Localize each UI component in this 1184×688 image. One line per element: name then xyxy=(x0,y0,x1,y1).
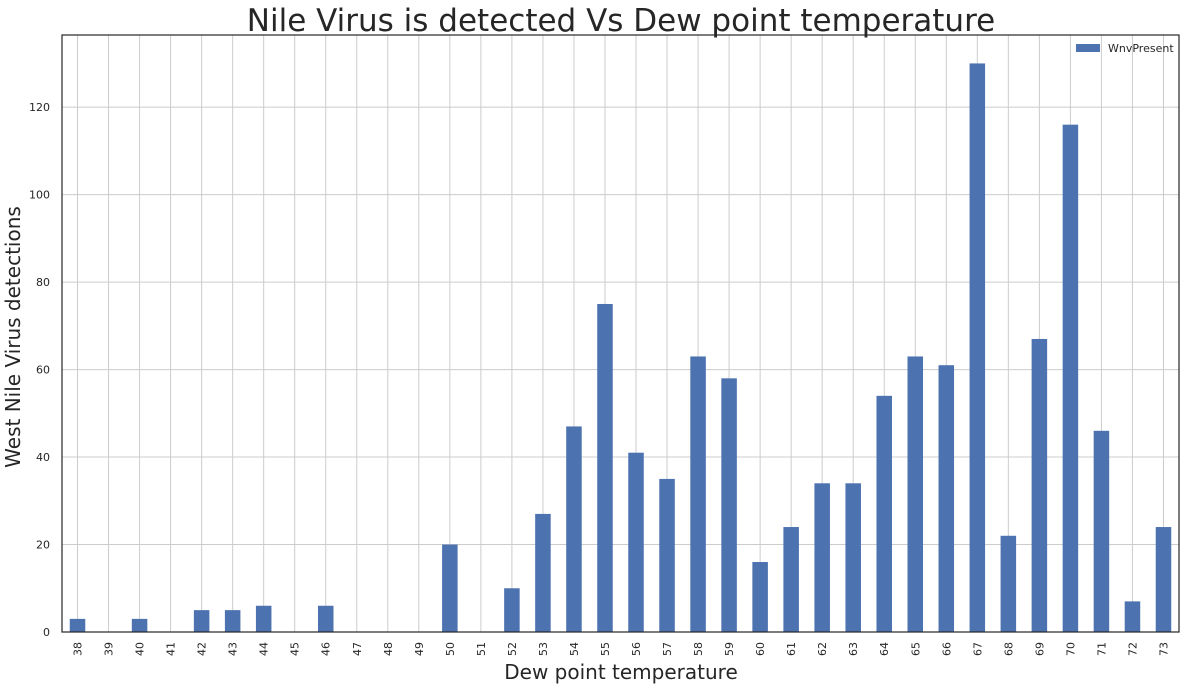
bar-71 xyxy=(1093,430,1110,632)
bar-43 xyxy=(224,610,241,632)
bar-40 xyxy=(131,618,148,632)
x-tick-label: 48 xyxy=(382,642,395,656)
bar-46 xyxy=(317,605,334,632)
bar-64 xyxy=(876,395,892,632)
x-tick-label: 57 xyxy=(661,642,674,656)
x-tick-label: 61 xyxy=(785,642,798,656)
bar-54 xyxy=(566,426,582,632)
x-tick-label: 45 xyxy=(289,642,302,656)
x-tick-label: 41 xyxy=(165,642,178,656)
x-tick-label: 59 xyxy=(723,642,736,656)
x-tick-label: 52 xyxy=(506,642,519,656)
x-tick-label: 54 xyxy=(568,642,581,656)
x-tick-label: 69 xyxy=(1033,642,1046,656)
bar-42 xyxy=(193,610,210,632)
bar-57 xyxy=(659,478,675,632)
bar-70 xyxy=(1062,124,1079,633)
x-tick-label: 64 xyxy=(878,642,891,656)
x-tick-label: 50 xyxy=(444,642,457,656)
legend-swatch-wnvpresent xyxy=(1076,44,1100,52)
bar-65 xyxy=(907,356,924,632)
x-tick-label: 39 xyxy=(103,642,116,656)
bar-73 xyxy=(1155,527,1172,632)
x-tick-label: 63 xyxy=(847,642,860,656)
x-tick-label: 72 xyxy=(1126,642,1139,656)
x-tick-label: 71 xyxy=(1095,642,1108,656)
bar-44 xyxy=(255,605,272,632)
x-axis-label: Dew point temperature xyxy=(504,660,738,684)
bar-68 xyxy=(1000,535,1017,632)
x-tick-label: 51 xyxy=(475,642,488,656)
bar-50 xyxy=(442,544,458,632)
bar-67 xyxy=(969,63,986,632)
y-tick-label: 100 xyxy=(29,189,50,202)
bar-66 xyxy=(938,365,955,632)
bar-56 xyxy=(628,452,644,632)
chart-title: Nile Virus is detected Vs Dew point temp… xyxy=(247,3,995,39)
x-tick-label: 43 xyxy=(227,642,240,656)
x-tick-label: 73 xyxy=(1157,642,1170,656)
x-tick-label: 56 xyxy=(630,642,643,656)
x-tick-label: 46 xyxy=(320,642,333,656)
bar-61 xyxy=(783,527,799,632)
x-tick-label: 53 xyxy=(537,642,550,656)
bar-38 xyxy=(69,618,86,632)
bar-63 xyxy=(845,483,861,632)
x-tick-label: 55 xyxy=(599,642,612,656)
bar-53 xyxy=(535,513,551,632)
y-axis-label: West Nile Virus detections xyxy=(1,206,25,468)
bar-58 xyxy=(690,356,706,632)
bar-72 xyxy=(1124,601,1141,632)
bar-52 xyxy=(504,588,520,632)
x-tick-label: 47 xyxy=(351,642,364,656)
x-tick-label: 65 xyxy=(909,642,922,656)
bar-69 xyxy=(1031,338,1048,632)
axes: 0 20 40 60 80 100 120 38 39 40 41 42 43 44 45 46 47 48 49 5… xyxy=(29,34,1180,656)
bar-59 xyxy=(721,378,737,632)
y-tick-label: 120 xyxy=(29,101,50,114)
y-tick-label: 60 xyxy=(36,364,50,377)
x-tick-label: 60 xyxy=(754,642,767,656)
x-tick-label: 66 xyxy=(940,642,953,656)
x-tick-label: 68 xyxy=(1002,642,1015,656)
x-tick-label: 42 xyxy=(196,642,209,656)
legend: WnvPresent xyxy=(1076,42,1174,55)
y-tick-label: 80 xyxy=(36,276,50,289)
y-tick-label: 0 xyxy=(43,626,50,639)
bar-55 xyxy=(597,303,613,632)
y-tick-label: 20 xyxy=(36,539,50,552)
x-tick-label: 38 xyxy=(72,642,85,656)
x-tick-label: 70 xyxy=(1064,642,1077,656)
bar-62 xyxy=(814,483,830,632)
x-tick-label: 58 xyxy=(692,642,705,656)
x-tick-label: 49 xyxy=(413,642,426,656)
bars xyxy=(69,63,1172,633)
legend-label-wnvpresent: WnvPresent xyxy=(1108,42,1174,55)
x-tick-label: 44 xyxy=(258,642,271,656)
x-tick-label: 40 xyxy=(134,642,147,656)
y-tick-label: 40 xyxy=(36,451,50,464)
x-tick-label: 62 xyxy=(816,642,829,656)
bar-60 xyxy=(752,562,768,632)
x-tick-label: 67 xyxy=(971,642,984,656)
plot-frame xyxy=(61,34,1180,633)
